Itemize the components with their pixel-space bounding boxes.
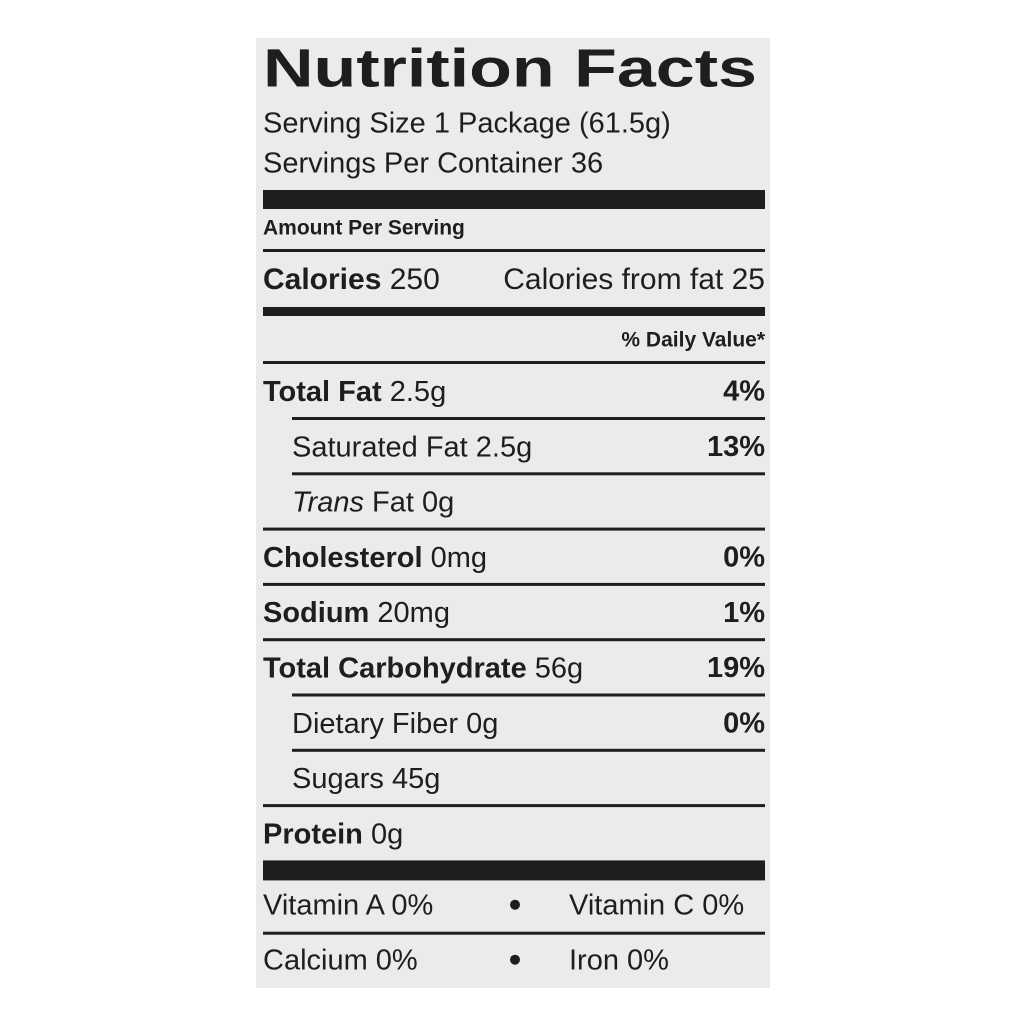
daily-value: 13%	[707, 431, 765, 463]
thick-rule	[263, 190, 765, 209]
nutrient-name: Fat	[372, 486, 414, 518]
nutrient-name: Saturated Fat	[292, 431, 468, 463]
nutrient-name: Cholesterol	[263, 542, 423, 574]
nutrient-name: Total Carbohydrate	[263, 652, 527, 684]
calories-value: 250	[390, 263, 440, 296]
nutrient-prefix: Trans	[292, 486, 364, 518]
nutrient-row: Cholesterol 0mg	[263, 542, 487, 574]
nutrient-row: Sugars 45g	[292, 763, 440, 795]
nutrient-amount: 0mg	[431, 542, 487, 574]
daily-value: 1%	[723, 597, 765, 629]
nutrient-amount: 2.5g	[476, 431, 532, 463]
daily-value: 4%	[723, 376, 765, 408]
medium-rule	[263, 307, 765, 316]
nutrient-row: Sodium 20mg	[263, 597, 450, 629]
daily-value: 0%	[723, 542, 765, 574]
nutrient-amount: 20mg	[377, 597, 450, 629]
rule	[263, 249, 765, 252]
bullet	[510, 954, 520, 965]
nutrient-amount: 0g	[422, 486, 454, 518]
daily-value: 0%	[723, 707, 765, 739]
amount-per-serving: Amount Per Serving	[263, 217, 465, 240]
rule	[263, 804, 765, 808]
rule	[292, 472, 765, 476]
serving-size: Serving Size 1 Package (61.5g)	[263, 108, 671, 140]
nutrient-name: Total Fat	[263, 376, 382, 408]
rule	[263, 638, 765, 642]
nutrient-row: Total Fat 2.5g	[263, 376, 446, 408]
nutrient-amount: 56g	[535, 652, 583, 684]
nutrient-name: Sodium	[263, 597, 369, 629]
rule	[263, 527, 765, 531]
rule	[292, 417, 765, 420]
nutrient-row: Dietary Fiber 0g	[292, 707, 498, 739]
nutrient-row: Protein 0g	[263, 818, 403, 850]
nutrient-name: Protein	[263, 818, 363, 850]
vitamin: Vitamin A 0%	[263, 889, 433, 921]
nutrient-name: Dietary Fiber	[292, 707, 458, 739]
title: Nutrition Facts	[263, 38, 757, 98]
daily-value: 19%	[707, 652, 765, 684]
nutrient-amount: 2.5g	[390, 376, 446, 408]
calories-row: Calories 250	[263, 263, 440, 296]
vitamin: Calcium 0%	[263, 944, 418, 976]
nutrient-amount: 45g	[392, 763, 440, 795]
nutrient-name: Sugars	[292, 763, 384, 795]
rule	[263, 582, 765, 586]
vitamin: Iron 0%	[569, 944, 669, 976]
rule	[263, 931, 765, 935]
rule	[263, 361, 765, 364]
nutrient-row: Trans Fat 0g	[292, 486, 454, 518]
thick-rule	[263, 860, 765, 881]
nutrient-amount: 0g	[371, 818, 403, 850]
vitamin: Vitamin C 0%	[569, 889, 744, 921]
rule	[292, 748, 765, 752]
bullet	[510, 899, 520, 910]
nutrient-amount: 0g	[466, 707, 498, 739]
calories-from-fat: Calories from fat 25	[503, 263, 765, 296]
rule	[292, 693, 765, 697]
calories-label: Calories	[263, 263, 381, 296]
daily-value-header: % Daily Value*	[621, 329, 765, 352]
nutrient-row: Saturated Fat 2.5g	[292, 431, 532, 463]
nutrient-row: Total Carbohydrate 56g	[263, 652, 583, 684]
servings-per-container: Servings Per Container 36	[263, 148, 603, 180]
